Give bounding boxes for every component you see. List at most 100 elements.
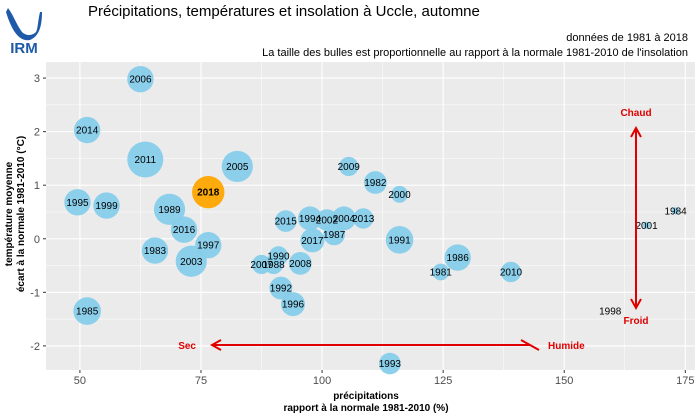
point-label-2014: 2014 [76, 126, 99, 137]
axis-ticks: 50 75 100 125 150 175 -2 -1 0 1 2 3 [30, 73, 694, 387]
bubble-2015 [274, 210, 297, 232]
point-label-2009: 2009 [338, 162, 361, 173]
bubbles [64, 65, 680, 375]
chart-title: Précipitations, températures et insolati… [88, 3, 480, 20]
annotation-cold: Froid [624, 316, 649, 327]
point-label-2002: 2002 [316, 216, 339, 227]
point-label-2003: 2003 [180, 257, 203, 268]
bubble-1989 [153, 193, 186, 225]
point-label-2018: 2018 [197, 188, 220, 199]
bubble-1995 [64, 189, 91, 216]
point-label-1984: 1984 [665, 206, 688, 217]
point-label-2017: 2017 [301, 236, 324, 247]
x-tick-label: 150 [555, 375, 573, 387]
bubble-1987 [323, 223, 345, 246]
y-tick-label: -2 [30, 341, 40, 353]
y-tick-label: 2 [34, 127, 40, 139]
logo-text: IRM [10, 40, 38, 56]
point-label-2000: 2000 [388, 190, 411, 201]
point-label-1982: 1982 [364, 178, 387, 189]
annotation-dry: Sec [178, 341, 196, 352]
subtitle-bubbles: La taille des bulles est proportionnelle… [262, 47, 688, 59]
bubble-1997 [195, 231, 222, 259]
point-label-1997: 1997 [197, 241, 220, 252]
logo-swoosh [6, 8, 42, 41]
point-label-2011: 2011 [135, 155, 157, 166]
bubble-2017 [300, 228, 325, 253]
precipitation-arrow-head-right [520, 339, 540, 351]
x-axis-label-line2: rapport à la normale 1981-2010 (%) [283, 403, 448, 414]
x-tick-label: 75 [195, 375, 207, 387]
x-tick-label: 125 [434, 375, 452, 387]
point-label-1992: 1992 [270, 284, 293, 295]
temperature-arrow-head-up [630, 125, 642, 138]
point-label-1988: 1988 [263, 260, 286, 271]
bubble-2010 [500, 261, 522, 283]
y-tick-label: 1 [34, 180, 40, 192]
point-label-1993: 1993 [379, 359, 402, 370]
bubble-1985 [73, 297, 101, 325]
bubble-1986 [444, 244, 471, 271]
temperature-arrow-head-down [630, 298, 642, 311]
precipitation-arrow-head-left [209, 339, 222, 351]
x-axis-label-line1: précipitations [333, 391, 399, 402]
point-label-2005: 2005 [226, 162, 249, 173]
point-label-1994: 1994 [299, 214, 322, 225]
bubble-2001 [642, 221, 651, 229]
bubble-2013 [353, 208, 374, 229]
bubble-1999 [93, 192, 120, 219]
bubble-2016 [170, 216, 198, 243]
point-label-1981: 1981 [430, 267, 453, 278]
bubble-2006 [127, 65, 154, 93]
annotation-hot: Chaud [620, 108, 651, 119]
bubble-1981 [432, 263, 450, 281]
point-label-1996: 1996 [282, 300, 305, 311]
bubble-1983 [141, 237, 169, 264]
bubble-2000 [391, 185, 408, 203]
point-label-2001: 2001 [635, 221, 658, 232]
point-label-2008: 2008 [289, 259, 312, 270]
y-tick-label: 3 [34, 73, 40, 85]
point-label-1999: 1999 [95, 201, 118, 212]
point-label-1989: 1989 [158, 205, 181, 216]
bubble-1984 [672, 207, 680, 215]
bubble-2011 [127, 141, 164, 178]
point-label-1987: 1987 [323, 230, 346, 241]
bubble-1988 [264, 254, 284, 275]
subtitle-period: données de 1981 à 2018 [566, 32, 688, 44]
bubble-1982 [363, 171, 387, 194]
bubble-1994 [297, 206, 322, 231]
point-label-2006: 2006 [129, 75, 152, 86]
point-label-1983: 1983 [144, 246, 167, 257]
point-label-2004: 2004 [333, 214, 356, 225]
annotation-arrows: Chaud Froid Sec Humide [178, 108, 651, 352]
x-tick-label: 50 [74, 375, 86, 387]
y-axis-label-line2: écart à la normale 1981-2010 (°C) [16, 136, 27, 292]
irm-logo: IRM [6, 8, 42, 56]
bubble-1996 [281, 292, 306, 317]
x-tick-label: 175 [676, 375, 694, 387]
y-tick-label: -1 [30, 287, 40, 299]
point-label-2015: 2015 [275, 217, 298, 228]
point-label-1991: 1991 [388, 235, 411, 246]
bubble-2014 [73, 116, 101, 144]
point-label-2016: 2016 [173, 225, 196, 236]
point-label-2010: 2010 [500, 267, 523, 278]
annotation-wet: Humide [548, 341, 585, 352]
bubble-1991 [385, 226, 414, 254]
bubble-1992 [269, 276, 293, 300]
point-label-2007: 2007 [250, 260, 273, 271]
bubble-2008 [288, 252, 312, 275]
point-label-1998: 1998 [599, 307, 622, 318]
y-axis-label-line1: température moyenne [4, 161, 15, 266]
bubble-2018 [192, 175, 225, 209]
x-tick-label: 100 [313, 375, 331, 387]
bubble-1993 [379, 352, 401, 375]
point-label-2013: 2013 [352, 214, 375, 225]
y-tick-label: 0 [34, 234, 40, 246]
bubble-2005 [221, 150, 253, 183]
point-label-1995: 1995 [66, 198, 89, 209]
bubble-2009 [339, 156, 359, 177]
